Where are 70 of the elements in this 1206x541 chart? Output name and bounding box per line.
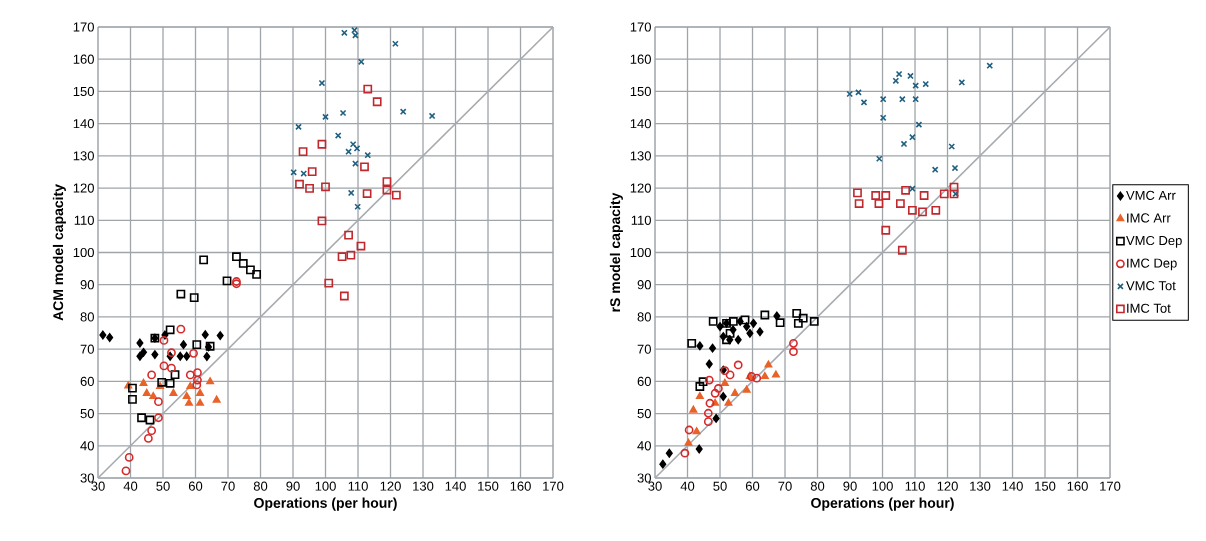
y-tick-label: 120 — [630, 183, 651, 193]
y-tick-label: 50 — [637, 408, 651, 419]
legend-label: IMC Tot — [1127, 303, 1171, 313]
y-tick-label: 70 — [637, 344, 651, 354]
y-tick-label: 30 — [637, 473, 651, 483]
x-tick-label: 40 — [123, 481, 138, 491]
x-tick-label: 170 — [1100, 481, 1121, 491]
y-tick-label: 60 — [637, 376, 651, 386]
y-tick-label: 170 — [73, 22, 94, 32]
y-tick-label: 160 — [73, 54, 94, 64]
y-tick-label: 170 — [630, 22, 651, 32]
y-tick-label: 90 — [80, 280, 94, 290]
x-tick-label: 150 — [478, 481, 499, 491]
x-tick-label: 130 — [970, 481, 991, 491]
x-tick-label: 110 — [905, 481, 925, 491]
x-axis-title: Operations (per hour) — [254, 497, 397, 511]
x-tick-label: 170 — [543, 481, 564, 491]
x-axis-title: Operations (per hour) — [811, 497, 954, 511]
x-tick-label: 100 — [315, 481, 336, 491]
legend-label: VMC Dep — [1126, 235, 1182, 248]
legend-label: VMC Tot — [1126, 281, 1176, 291]
y-tick-label: 120 — [73, 183, 94, 193]
y-tick-label: 50 — [80, 408, 94, 419]
y-tick-label: 160 — [630, 54, 651, 64]
y-axis-title: rS model capacity — [609, 192, 623, 312]
x-tick-label: 110 — [348, 481, 368, 491]
y-tick-label: 150 — [630, 86, 651, 97]
x-tick-label: 30 — [648, 481, 662, 491]
x-tick-label: 80 — [810, 481, 825, 491]
y-tick-label: 130 — [630, 151, 651, 161]
y-axis-title: ACM model capacity — [52, 184, 66, 321]
y-tick-label: 40 — [80, 441, 94, 451]
y-tick-label: 130 — [73, 151, 94, 161]
x-tick-label: 130 — [413, 481, 434, 491]
x-tick-label: 70 — [778, 481, 792, 491]
x-tick-label: 90 — [843, 481, 857, 491]
x-tick-label: 70 — [221, 481, 235, 491]
y-tick-label: 100 — [73, 247, 94, 258]
y-tick-label: 60 — [80, 376, 94, 386]
y-tick-label: 70 — [80, 344, 94, 354]
x-tick-label: 50 — [713, 481, 727, 491]
x-tick-label: 120 — [380, 481, 401, 491]
y-tick-label: 80 — [637, 312, 651, 322]
y-tick-label: 140 — [630, 119, 651, 129]
x-tick-label: 150 — [1035, 481, 1056, 491]
y-tick-label: 110 — [631, 215, 651, 225]
x-tick-label: 120 — [937, 481, 958, 491]
y-tick-label: 40 — [637, 441, 651, 451]
y-tick-label: 140 — [73, 119, 94, 129]
x-tick-label: 160 — [510, 481, 531, 491]
y-tick-label: 110 — [74, 215, 94, 225]
x-tick-label: 140 — [445, 481, 466, 491]
x-tick-label: 100 — [872, 481, 893, 491]
legend-label: IMC Dep — [1127, 258, 1177, 271]
y-tick-label: 90 — [637, 280, 651, 290]
y-tick-label: 150 — [73, 86, 94, 97]
x-tick-label: 90 — [286, 481, 300, 491]
x-tick-label: 140 — [1002, 481, 1023, 491]
y-tick-label: 100 — [630, 247, 651, 258]
x-tick-label: 60 — [188, 481, 203, 491]
x-tick-label: 160 — [1067, 481, 1088, 491]
legend-label: VMC Arr — [1126, 190, 1176, 200]
legend-label: IMC Arr — [1127, 213, 1171, 223]
y-tick-label: 80 — [80, 312, 94, 322]
x-tick-label: 40 — [680, 481, 695, 491]
x-tick-label: 80 — [253, 481, 268, 491]
y-tick-label: 30 — [80, 473, 94, 483]
x-tick-label: 60 — [745, 481, 760, 491]
x-tick-label: 30 — [91, 481, 105, 491]
x-tick-label: 50 — [156, 481, 170, 491]
